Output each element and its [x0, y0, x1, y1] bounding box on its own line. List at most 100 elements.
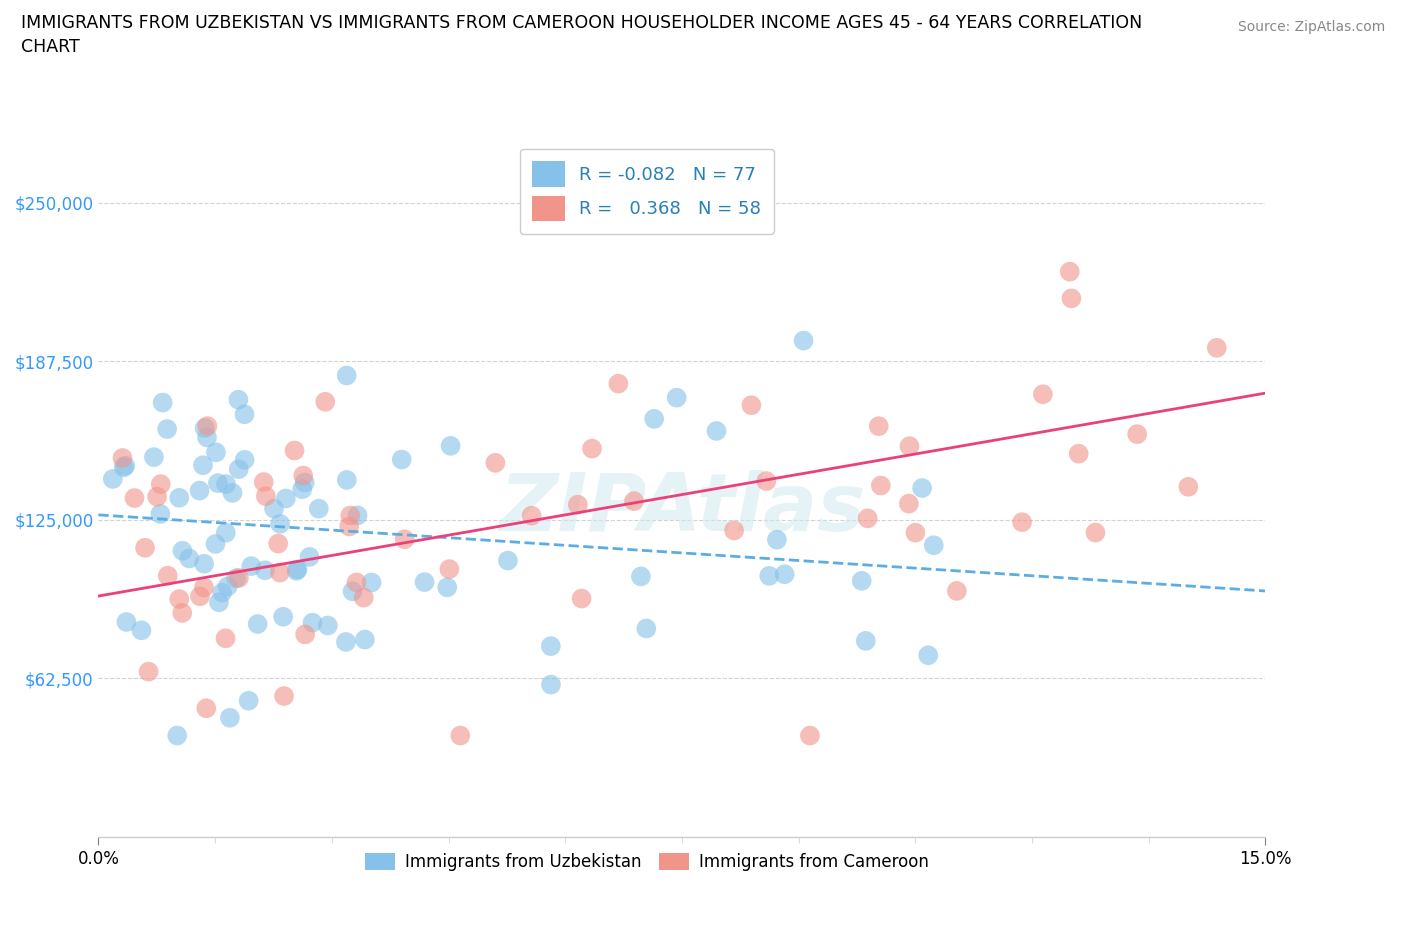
Point [228, 570, 250, 585]
Point [496, 553, 519, 568]
Point [214, 631, 236, 645]
Point [225, 571, 247, 586]
Point [152, 395, 174, 410]
Point [131, 623, 153, 638]
Point [294, 627, 316, 642]
Point [342, 584, 364, 599]
Point [166, 728, 188, 743]
Point [228, 392, 250, 407]
Point [215, 525, 238, 540]
Text: ZIPAtlas: ZIPAtlas [499, 471, 865, 548]
Point [273, 688, 295, 703]
Point [346, 575, 368, 590]
Point [193, 556, 215, 571]
Point [540, 639, 562, 654]
Point [1032, 387, 1054, 402]
Point [917, 648, 939, 663]
Point [188, 484, 211, 498]
Point [484, 456, 506, 471]
Point [855, 633, 877, 648]
Point [755, 473, 778, 488]
Point [897, 497, 920, 512]
Point [169, 591, 191, 606]
Point [195, 430, 218, 445]
Point [336, 472, 359, 487]
Point [1011, 514, 1033, 529]
Point [221, 485, 243, 500]
Point [723, 523, 745, 538]
Point [1060, 291, 1083, 306]
Point [263, 501, 285, 516]
Point [316, 618, 339, 633]
Point [254, 489, 277, 504]
Point [142, 450, 165, 465]
Point [1067, 446, 1090, 461]
Point [623, 494, 645, 509]
Point [394, 532, 416, 547]
Point [253, 474, 276, 489]
Point [134, 540, 156, 555]
Point [1084, 525, 1107, 540]
Point [773, 566, 796, 581]
Point [337, 519, 360, 534]
Point [581, 441, 603, 456]
Point [211, 585, 233, 600]
Point [946, 583, 969, 598]
Point [1205, 340, 1227, 355]
Point [188, 589, 211, 604]
Point [520, 508, 543, 523]
Point [540, 677, 562, 692]
Point [287, 562, 309, 577]
Point [567, 498, 589, 512]
Point [439, 562, 461, 577]
Point [112, 459, 135, 474]
Point [233, 452, 256, 467]
Point [904, 525, 927, 540]
Point [208, 595, 231, 610]
Point [193, 580, 215, 595]
Point [391, 452, 413, 467]
Point [436, 580, 458, 595]
Point [205, 445, 228, 459]
Point [291, 482, 314, 497]
Point [336, 368, 359, 383]
Point [219, 711, 242, 725]
Point [269, 516, 291, 531]
Point [238, 693, 260, 708]
Point [267, 536, 290, 551]
Point [360, 575, 382, 590]
Point [413, 575, 436, 590]
Point [149, 477, 172, 492]
Point [301, 616, 323, 631]
Point [1059, 264, 1081, 279]
Point [111, 450, 134, 465]
Point [1177, 479, 1199, 494]
Point [449, 728, 471, 743]
Point [138, 664, 160, 679]
Point [167, 490, 190, 505]
Point [294, 475, 316, 490]
Point [298, 550, 321, 565]
Point [868, 418, 890, 433]
Point [869, 478, 891, 493]
Point [911, 481, 934, 496]
Point [217, 579, 239, 594]
Point [308, 501, 330, 516]
Point [706, 423, 728, 438]
Point [101, 472, 124, 486]
Point [665, 391, 688, 405]
Point [314, 394, 336, 409]
Point [274, 491, 297, 506]
Point [439, 438, 461, 453]
Point [172, 543, 194, 558]
Point [1126, 427, 1149, 442]
Point [335, 634, 357, 649]
Point [636, 621, 658, 636]
Point [207, 475, 229, 490]
Point [195, 418, 218, 433]
Point [149, 507, 172, 522]
Point [204, 537, 226, 551]
Point [194, 420, 217, 435]
Point [233, 406, 256, 421]
Point [793, 333, 815, 348]
